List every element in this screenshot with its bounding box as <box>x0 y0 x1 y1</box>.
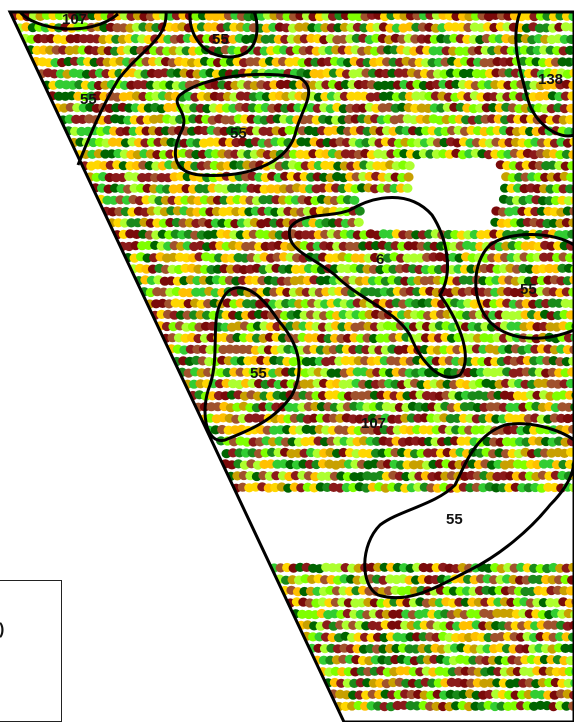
swath-point <box>566 643 574 653</box>
contour-line <box>18 10 119 31</box>
swath-point <box>567 91 574 101</box>
contour-line <box>514 11 574 138</box>
swath-point <box>569 206 574 216</box>
swath-point <box>402 183 413 193</box>
swath-point <box>353 217 364 227</box>
yield-swaths <box>10 12 574 712</box>
contour-label: 55 <box>520 281 537 298</box>
contour-label: 55 <box>80 91 97 108</box>
swath-point <box>567 367 574 377</box>
contour-label: 55 <box>250 365 267 382</box>
swath-point <box>569 483 574 493</box>
contour-line <box>174 72 311 177</box>
contour-label: 55 <box>230 125 247 142</box>
contour-label: 107 <box>361 415 386 432</box>
swath-point <box>569 690 574 700</box>
contour-label: 55 <box>446 511 463 528</box>
yield-contours <box>18 10 574 600</box>
swath-point <box>349 195 360 205</box>
legend-text: ) <box>0 621 4 639</box>
swath-point <box>569 137 574 147</box>
swath-point <box>354 206 365 216</box>
contour-labels: 107 55 55 55 138 6 55 55 107 55 <box>62 11 563 528</box>
contour-label: 107 <box>62 11 87 28</box>
contour-line <box>287 196 467 379</box>
swath-point <box>567 575 574 585</box>
swath-point <box>569 68 574 78</box>
contour-line <box>474 233 574 340</box>
swath-point <box>567 161 574 171</box>
contour-line <box>203 286 301 442</box>
contour-line <box>188 11 259 59</box>
swath-point <box>567 437 574 447</box>
swath-point <box>569 275 574 285</box>
contour-label: 55 <box>212 31 229 48</box>
contour-line <box>363 422 574 600</box>
contour-label: 6 <box>376 251 384 268</box>
contour-label: 138 <box>538 71 563 88</box>
swath-point <box>403 172 414 182</box>
field-boundary <box>7 10 574 722</box>
swath-point <box>567 299 574 309</box>
contour-line <box>76 11 168 166</box>
swath-point <box>567 229 574 239</box>
swath-point <box>569 413 574 423</box>
legend-box: ) <box>0 580 62 722</box>
swath-point <box>569 620 574 630</box>
swath-point <box>569 345 574 355</box>
swath-point <box>567 22 574 32</box>
swath-point <box>404 161 415 171</box>
